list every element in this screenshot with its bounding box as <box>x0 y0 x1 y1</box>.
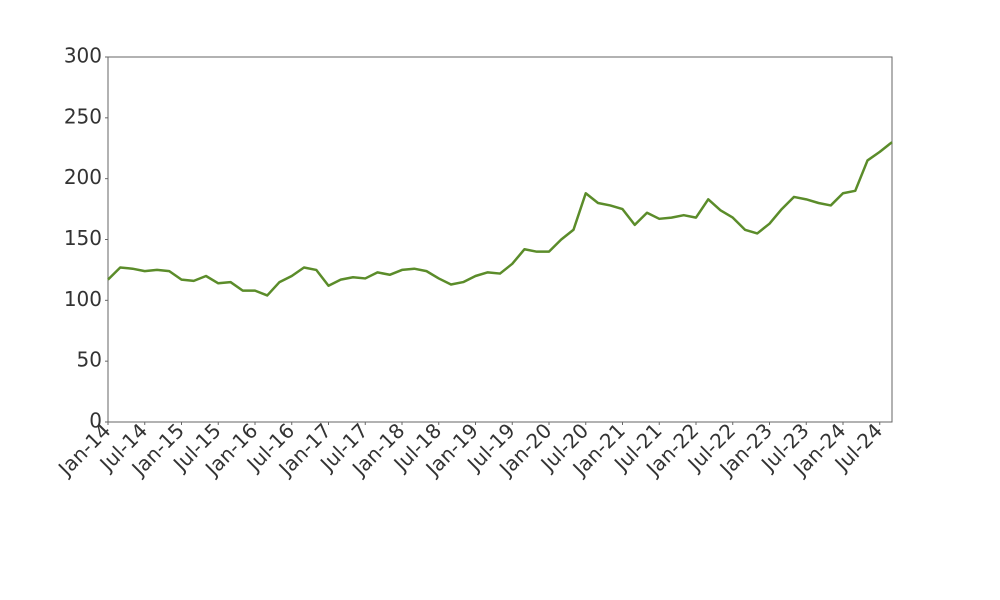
plot-frame <box>107 56 893 423</box>
y-tick-label: 300 <box>64 44 102 68</box>
data-line <box>107 141 893 297</box>
y-tick-label: 50 <box>77 348 102 372</box>
y-tick-label: 250 <box>64 104 102 128</box>
y-tick-label: 100 <box>64 287 102 311</box>
y-tick-label: 200 <box>64 165 102 189</box>
y-tick-label: 0 <box>89 409 102 433</box>
y-tick-label: 150 <box>64 226 102 250</box>
